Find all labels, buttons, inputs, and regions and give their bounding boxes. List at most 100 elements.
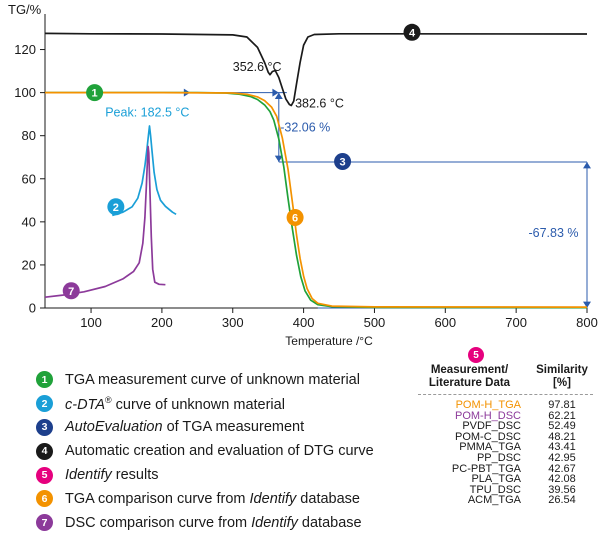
legend-label: AutoEvaluation of TGA measurement (65, 419, 305, 436)
results-row: ACM_TGA 26.54 (418, 495, 600, 506)
y-tick-label: 100 (14, 85, 36, 100)
legend-item: 3 AutoEvaluation of TGA measurement (36, 416, 406, 440)
results-material: PLA_TGA (471, 473, 521, 486)
y-tick-label: 0 (29, 301, 36, 316)
mass-loss-step2-label: -67.83 % (528, 226, 578, 240)
legend-marker: 2 (36, 395, 53, 413)
results-similarity: 39.56 (548, 483, 576, 496)
results-col-measurement: Measurement/ Literature Data (428, 364, 511, 389)
curve-marker-7-label: 7 (68, 286, 74, 298)
tga-chart: 100 200 300 400 500 600 700 800 0 20 40 60 80 100 120 T… (8, 2, 598, 348)
results-similarity: 62.21 (548, 409, 576, 422)
dtg-peak-left-label: 352.6 °C (233, 60, 282, 74)
legend-label: TGA comparison curve from Identify datab… (65, 490, 360, 507)
curve-marker-6-label: 6 (292, 213, 298, 225)
y-axis-title: TG/% (8, 2, 42, 17)
results-similarity: 48.21 (548, 430, 576, 443)
y-tick-label: 80 (22, 128, 36, 143)
series-4-line (44, 32, 588, 107)
results-marker: 5 (468, 347, 484, 363)
curve-marker-4-label: 4 (409, 27, 416, 39)
legend-item: 5 Identify results (36, 463, 406, 487)
legend-item: 7 DSC comparison curve from Identify data… (36, 511, 406, 535)
curve-marker-6 (286, 209, 304, 227)
legend-item: 1 TGA measurement curve of unknown materi… (36, 368, 406, 392)
evaluation-arrow (583, 161, 591, 169)
evaluation-arrow (274, 155, 283, 162)
legend-label: Identify results (65, 467, 159, 484)
curve-marker-3 (334, 153, 352, 171)
legend-item: 2 c-DTA® curve of unknown material (36, 392, 406, 416)
legend-label: c-DTA® curve of unknown material (65, 394, 285, 413)
x-tick-label: 100 (80, 315, 102, 330)
evaluation-arrow (583, 301, 591, 308)
x-tick-label: 200 (151, 315, 173, 330)
results-material: PP_DSC (476, 451, 521, 464)
results-row: PLA_TGA 42.08 (418, 474, 600, 485)
results-similarity: 42.95 (548, 451, 576, 464)
x-tick-label: 700 (505, 315, 527, 330)
legend-label: Automatic creation and evaluation of DTG… (65, 443, 374, 460)
legend-marker: 1 (36, 371, 53, 389)
results-similarity: 52.49 (548, 420, 576, 433)
legend-label: TGA measurement curve of unknown materia… (65, 371, 360, 388)
legend-marker: 7 (36, 514, 53, 532)
curve-marker-7 (62, 282, 80, 300)
y-tick-label: 20 (22, 257, 36, 272)
results-row: PC-PBT_TGA 42.67 (418, 462, 600, 475)
results-material: PC-PBT_TGA (451, 462, 521, 475)
x-tick-label: 800 (576, 315, 598, 330)
results-similarity: 43.41 (548, 441, 576, 454)
dta-peak-label: Peak: 182.5 °C (105, 105, 189, 119)
results-material: POM-C_DSC (454, 430, 521, 443)
results-row: TPU_DSC 39.56 (418, 483, 600, 496)
curve-marker-2 (107, 198, 125, 216)
results-row: PVDF_DSC 52.49 (418, 421, 600, 432)
dtg-peak-right-label: 382.6 °C (295, 97, 344, 111)
legend: 1 TGA measurement curve of unknown materi… (36, 368, 406, 535)
x-tick-label: 500 (364, 315, 386, 330)
x-tick-label: 600 (434, 315, 456, 330)
curve-marker-2-label: 2 (113, 202, 119, 214)
legend-item: 6 TGA comparison curve from Identify data… (36, 487, 406, 511)
results-material: PVDF_DSC (462, 420, 521, 433)
results-row: POM-H_TGA 97.81 (418, 400, 600, 411)
results-row: POM-H_DSC 62.21 (418, 409, 600, 422)
curve-marker-3-label: 3 (340, 157, 346, 169)
results-similarity: 97.81 (548, 399, 576, 411)
x-axis-title: Temperature /°C (285, 334, 373, 348)
identify-results-table: 5 Measurement/ Literature Data Similarit… (418, 347, 600, 506)
legend-marker: 5 (36, 466, 53, 484)
results-rows: POM-H_TGA 97.81 POM-H_DSC 62.21 PVDF_DSC 52.4… (418, 400, 600, 506)
legend-label: DSC comparison curve from Identify datab… (65, 514, 362, 531)
legend-marker: 3 (36, 418, 53, 436)
curve-marker-1-label: 1 (92, 88, 98, 100)
results-similarity: 42.67 (548, 462, 576, 475)
curve-marker-1 (86, 84, 104, 102)
mass-loss-step1-label: -32.06 % (280, 120, 330, 134)
results-col-similarity: Similarity [%] (536, 364, 588, 389)
results-similarity: 42.08 (548, 473, 576, 486)
y-tick-label: 120 (14, 42, 36, 57)
x-tick-label: 300 (222, 315, 244, 330)
results-header: Measurement/ Literature Data Similarity … (418, 364, 600, 390)
results-row: PP_DSC 42.95 (418, 453, 600, 464)
results-material: ACM_TGA (467, 494, 521, 507)
series-2-line (112, 125, 177, 217)
results-divider (418, 394, 593, 395)
x-tick-label: 400 (293, 315, 315, 330)
results-row: POM-C_DSC 48.21 (418, 430, 600, 443)
y-tick-label: 40 (22, 214, 36, 229)
results-material: POM-H_DSC (454, 409, 521, 422)
results-material: POM-H_TGA (455, 399, 521, 411)
series-6-line (45, 91, 588, 308)
results-row: PMMA_TGA 43.41 (418, 442, 600, 453)
y-tick-label: 60 (22, 171, 36, 186)
legend-marker: 4 (36, 442, 53, 460)
evaluation-arrow (272, 88, 279, 97)
results-similarity: 26.54 (548, 494, 576, 507)
legend-item: 4 Automatic creation and evaluation of DT… (36, 439, 406, 463)
results-material: PMMA_TGA (459, 441, 521, 454)
curve-marker-4 (403, 23, 421, 41)
legend-marker: 6 (36, 490, 53, 508)
